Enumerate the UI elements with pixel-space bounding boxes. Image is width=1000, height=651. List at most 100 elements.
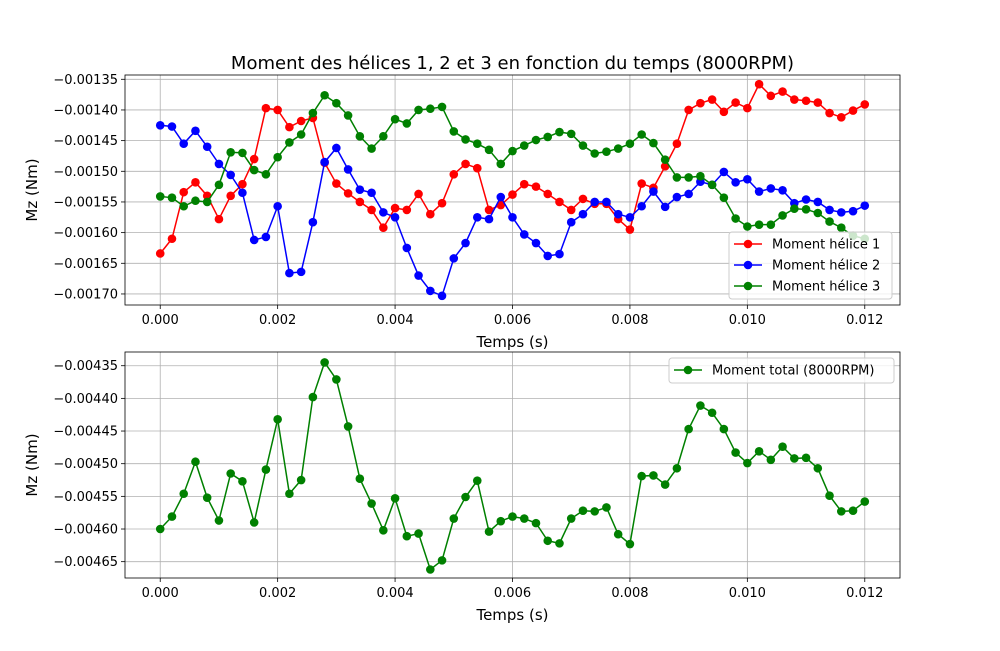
data-point [719, 424, 729, 434]
data-point [825, 108, 834, 118]
data-point [355, 197, 365, 207]
data-point [684, 424, 693, 434]
data-point [402, 205, 412, 215]
y-tick-label: −0.00440 [53, 392, 118, 407]
data-point [484, 214, 494, 224]
data-point [613, 529, 623, 539]
data-point [860, 100, 870, 109]
data-point [261, 103, 271, 113]
data-point [261, 232, 271, 242]
data-point [273, 414, 282, 424]
data-point [238, 188, 247, 198]
data-point [367, 188, 376, 198]
data-point [390, 212, 400, 222]
data-point [555, 249, 564, 259]
data-point [355, 185, 365, 194]
data-point [790, 454, 799, 463]
data-point [285, 489, 294, 499]
data-point [613, 144, 623, 153]
data-point [508, 512, 517, 521]
data-point [578, 194, 588, 204]
data-point [590, 149, 599, 158]
chart-2: 0.000 0.002 0.004 0.006 0.008 0.010 0.012 −0.00… [23, 351, 901, 624]
x-axis-label: Temps (s) [475, 333, 548, 351]
data-point [743, 458, 752, 468]
data-point [426, 104, 435, 114]
data-point [602, 503, 611, 512]
data-point [496, 516, 506, 526]
data-point [343, 422, 353, 431]
data-point [519, 230, 529, 239]
legend-marker [743, 281, 753, 291]
data-point [379, 208, 388, 217]
legend-entry: Moment hélice 1 [734, 238, 880, 253]
data-point [825, 491, 834, 500]
data-point [426, 209, 435, 219]
data-point [860, 497, 870, 506]
data-point [414, 189, 423, 199]
data-point [214, 159, 224, 169]
data-point [343, 165, 353, 174]
data-point [637, 130, 646, 139]
data-point [461, 238, 470, 248]
data-point [672, 192, 682, 202]
legend: Moment total (8000RPM) [668, 357, 895, 384]
series-1 [155, 358, 870, 574]
data-point [308, 108, 318, 118]
data-point [496, 200, 506, 210]
data-point [179, 489, 189, 499]
data-point [743, 174, 752, 184]
data-point [238, 179, 247, 189]
data-point [367, 205, 376, 215]
data-point [696, 98, 705, 108]
data-point [167, 193, 177, 202]
data-point [531, 518, 541, 528]
data-point [167, 122, 177, 131]
data-point [402, 243, 412, 253]
data-point [860, 201, 870, 210]
data-point [719, 193, 729, 202]
data-point [519, 514, 529, 523]
data-point [484, 527, 494, 536]
data-point [155, 192, 165, 201]
data-point [801, 96, 811, 106]
data-point [543, 132, 553, 142]
data-point [766, 91, 776, 101]
data-point [472, 163, 482, 173]
data-point [625, 139, 635, 148]
data-point [731, 98, 740, 107]
data-point [202, 197, 212, 207]
data-point [355, 474, 365, 484]
data-point [414, 105, 423, 115]
data-point [696, 171, 705, 181]
data-point [214, 180, 224, 190]
data-point [590, 197, 599, 207]
data-point [390, 494, 400, 503]
x-tick-label: 0.004 [376, 586, 413, 601]
data-point [449, 514, 459, 523]
data-point [155, 120, 165, 130]
data-point [790, 204, 799, 214]
data-point [355, 132, 365, 141]
data-point [273, 105, 282, 115]
y-tick-label: −0.00155 [53, 195, 118, 210]
x-tick-label: 0.002 [259, 586, 296, 601]
data-point [226, 170, 235, 180]
y-axis-label: Mz (Nm) [23, 433, 41, 496]
data-point [555, 197, 564, 207]
y-tick-label: −0.00140 [53, 103, 118, 118]
data-point [179, 201, 189, 211]
y-axis-label: Mz (Nm) [23, 158, 41, 221]
data-point [179, 139, 189, 148]
data-point [296, 130, 306, 139]
data-point [578, 141, 588, 150]
x-tick-label: 0.012 [846, 586, 883, 601]
data-point [379, 132, 388, 141]
data-point [238, 477, 247, 486]
data-point [801, 453, 811, 463]
data-point [414, 529, 423, 538]
data-point [320, 157, 329, 167]
data-point [778, 186, 787, 195]
y-tick-label: −0.00450 [53, 457, 118, 472]
